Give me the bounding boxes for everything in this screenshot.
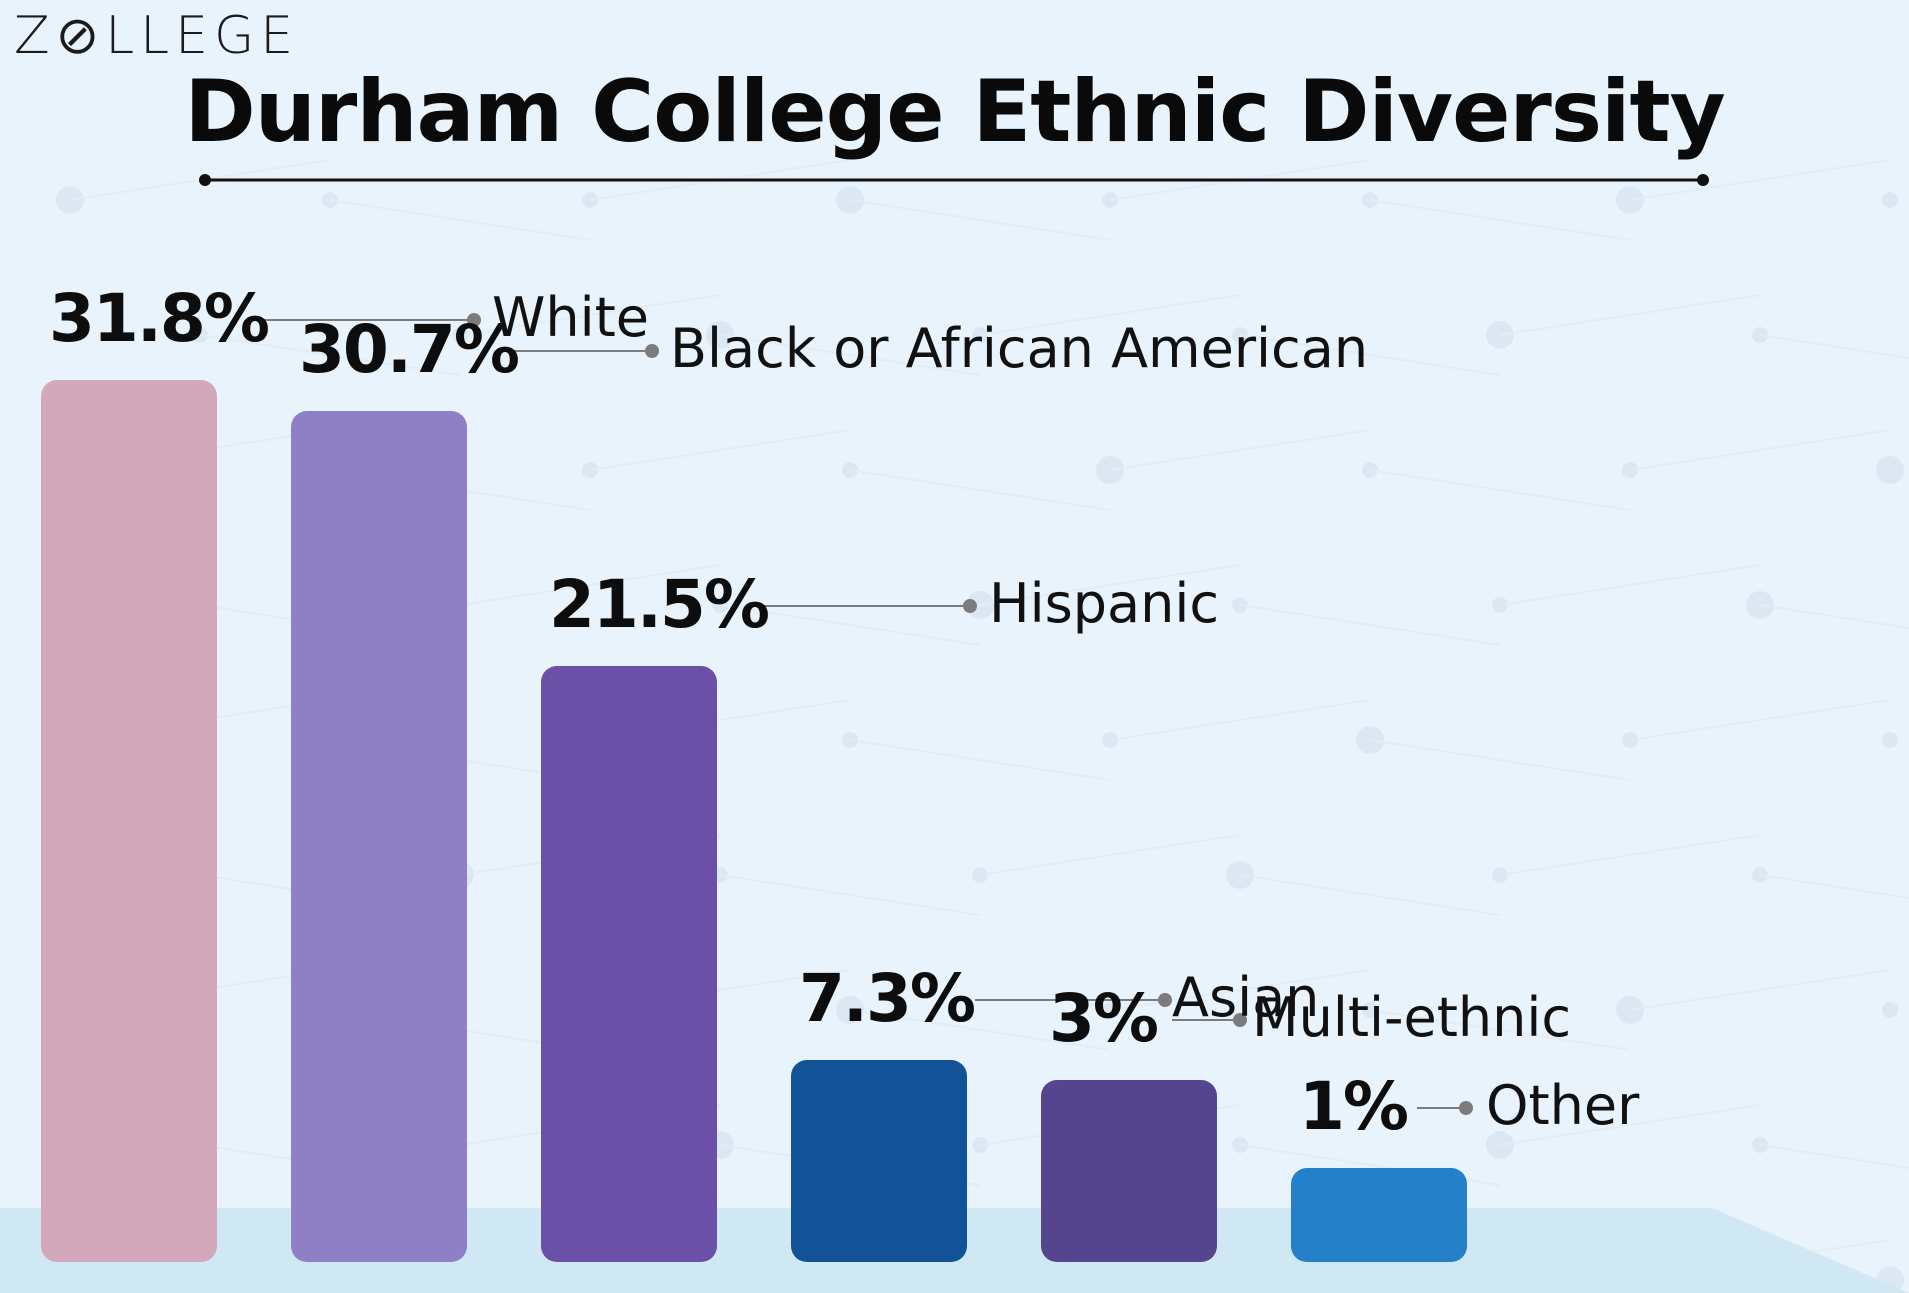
value-label: 1% bbox=[1299, 1068, 1409, 1145]
decor-line bbox=[979, 834, 1241, 876]
decor-line bbox=[1109, 429, 1371, 471]
decor-line bbox=[719, 334, 981, 376]
decor-line bbox=[979, 564, 1241, 606]
leader-dot bbox=[467, 313, 481, 327]
leader-dot bbox=[1158, 993, 1172, 1007]
decor-line bbox=[1369, 199, 1631, 241]
title-underline-dot-left bbox=[199, 174, 211, 186]
value-label: 7.3% bbox=[799, 960, 976, 1037]
leader-dot bbox=[1459, 1101, 1473, 1115]
leader-dot bbox=[645, 344, 659, 358]
category-label: Multi-ethnic bbox=[1252, 986, 1572, 1049]
decor-line bbox=[1239, 604, 1501, 646]
decor-dot bbox=[1882, 192, 1898, 208]
bar-multi-ethnic bbox=[1041, 1080, 1217, 1262]
decor-line bbox=[329, 199, 591, 241]
decor-line bbox=[1759, 604, 1909, 629]
category-label: Asian bbox=[1172, 966, 1320, 1029]
decor-line bbox=[1369, 739, 1631, 781]
decor-line bbox=[1629, 159, 1891, 201]
category-label: Hispanic bbox=[989, 572, 1220, 635]
value-label: 30.7% bbox=[299, 311, 520, 388]
title-underline-dot-right bbox=[1697, 174, 1709, 186]
decor-line bbox=[1759, 1144, 1909, 1169]
category-label: White bbox=[492, 286, 650, 349]
leader-dot bbox=[1233, 1013, 1247, 1027]
leader-lines bbox=[250, 313, 1473, 1115]
decor-line bbox=[979, 294, 1241, 336]
decor-line bbox=[589, 429, 851, 471]
bar-asian bbox=[791, 1060, 967, 1262]
decor-line bbox=[1499, 564, 1761, 606]
decor-line bbox=[1499, 294, 1761, 336]
bar-other bbox=[1291, 1168, 1467, 1262]
decor-dot bbox=[1882, 1002, 1898, 1018]
value-label: 3% bbox=[1049, 980, 1159, 1057]
value-label: 21.5% bbox=[549, 566, 770, 643]
bar-white bbox=[41, 380, 217, 1262]
category-label: Black or African American bbox=[670, 317, 1369, 380]
decor-line bbox=[849, 739, 1111, 781]
decor-line bbox=[1239, 874, 1501, 916]
decor-line bbox=[849, 1009, 1111, 1051]
value-label: 31.8% bbox=[49, 280, 270, 357]
decor-line bbox=[719, 874, 981, 916]
decor-line bbox=[849, 199, 1111, 241]
decor-line bbox=[1369, 469, 1631, 511]
decor-line bbox=[1759, 874, 1909, 899]
category-label: Other bbox=[1486, 1074, 1640, 1137]
decor-line bbox=[1499, 834, 1761, 876]
decor-line bbox=[1759, 334, 1909, 359]
decor-line bbox=[1239, 334, 1501, 376]
decor-dot bbox=[1882, 732, 1898, 748]
chart-title: Durham College Ethnic Diversity bbox=[184, 62, 1725, 162]
decor-line bbox=[1499, 1104, 1761, 1146]
decor-line bbox=[199, 334, 461, 376]
decor-line bbox=[1629, 699, 1891, 741]
decor-dot bbox=[1876, 456, 1904, 484]
decor-line bbox=[849, 469, 1111, 511]
decor-line bbox=[1109, 699, 1371, 741]
decor-line bbox=[459, 294, 721, 336]
decor-line bbox=[1629, 969, 1891, 1011]
decor-line bbox=[719, 604, 981, 646]
decor-line bbox=[1369, 1009, 1631, 1051]
brand-logo: Z⊘LLEGE bbox=[14, 6, 300, 66]
bar-black-or-african-american bbox=[291, 411, 467, 1262]
decor-line bbox=[459, 564, 721, 606]
leader-dot bbox=[963, 599, 977, 613]
decor-line bbox=[1629, 429, 1891, 471]
decor-line bbox=[1109, 969, 1371, 1011]
bar-hispanic bbox=[541, 666, 717, 1262]
